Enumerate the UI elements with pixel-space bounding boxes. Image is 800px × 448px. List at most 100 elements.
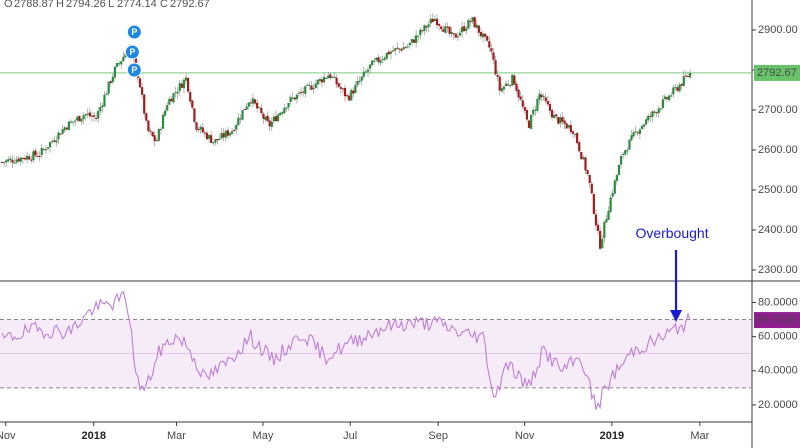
candle-body <box>118 63 121 65</box>
candle-body <box>34 150 37 156</box>
candle-body <box>517 89 520 98</box>
ohlc-low-label: L <box>108 0 114 10</box>
candle-body <box>567 125 570 128</box>
candle-body <box>458 32 462 36</box>
time-tick-label: Sep <box>428 430 448 442</box>
last-price-badge: 2792.67 <box>754 64 800 81</box>
candle-body <box>32 151 35 161</box>
candle-body <box>649 116 652 118</box>
candle-body <box>661 99 664 108</box>
candle-body <box>471 17 474 22</box>
candle-body <box>19 157 22 162</box>
candle-body <box>580 152 583 160</box>
candle-body <box>293 97 296 100</box>
candle-body <box>624 150 627 155</box>
candle-body <box>266 115 269 122</box>
candle-body <box>283 107 286 114</box>
p-marker: P <box>126 24 142 40</box>
time-tick-label: Nov <box>515 430 535 442</box>
candle-body <box>565 123 568 129</box>
candle-body <box>389 51 393 54</box>
candle-body <box>166 105 169 111</box>
candle-body <box>362 71 365 77</box>
candle-body <box>314 83 317 89</box>
candle-body <box>373 60 376 62</box>
candle-body <box>214 139 217 143</box>
candle-body <box>341 88 345 90</box>
candle-body <box>28 156 31 160</box>
time-axis[interactable]: Nov 2018 Mar May Jul Sep Nov 2019 Mar <box>0 421 752 442</box>
candle-body <box>164 110 167 116</box>
candle-body <box>444 26 447 33</box>
candle-body <box>412 39 416 43</box>
candle-body <box>345 95 349 97</box>
p-marker-label: P <box>131 65 137 75</box>
candle-body <box>592 194 595 214</box>
candle-body <box>235 124 238 130</box>
candle-body <box>233 129 236 131</box>
candle-body <box>279 112 282 116</box>
candle-body <box>161 114 165 129</box>
candle-body <box>325 77 328 79</box>
candle-body <box>406 46 409 48</box>
candle-body <box>638 129 641 134</box>
rsi-value-badge-bg <box>754 312 800 329</box>
candle-body <box>287 103 290 108</box>
candle-body <box>642 124 646 127</box>
candle-body <box>295 94 298 100</box>
candle-body <box>193 108 196 122</box>
candle-body <box>168 98 171 105</box>
candle-body <box>86 113 89 115</box>
candle-body <box>134 56 137 65</box>
candle-body <box>435 18 439 26</box>
candle-body <box>427 24 430 27</box>
candle-body <box>356 81 359 85</box>
candle-body <box>417 35 420 37</box>
p-marker-circle <box>126 24 142 40</box>
candle-body <box>475 24 478 28</box>
candle-body <box>668 95 671 101</box>
candle-body <box>507 84 510 86</box>
candle-body <box>647 115 650 121</box>
candle-body <box>249 102 252 104</box>
candle-body <box>377 57 380 62</box>
candle-body <box>46 147 50 149</box>
candle-body <box>571 131 575 134</box>
candle-body <box>339 87 342 89</box>
p-marker-label: P <box>131 27 137 37</box>
candle-body <box>51 140 54 142</box>
candle-body <box>291 97 294 99</box>
candle-body <box>440 26 443 30</box>
candle-body <box>61 129 64 134</box>
candle-body <box>504 83 508 87</box>
candle-body <box>241 110 244 120</box>
candle-body <box>573 134 577 136</box>
candle-body <box>274 116 278 122</box>
candle-body <box>594 214 598 226</box>
candle-body <box>253 99 257 104</box>
candle-body <box>97 111 100 119</box>
candle-body <box>438 24 441 26</box>
candle-body <box>157 129 160 141</box>
candle-body <box>138 78 142 88</box>
ohlc-high-value: 2794.26 <box>66 0 106 10</box>
candle-body <box>500 88 503 92</box>
ohlc-low-value: 2774.14 <box>117 0 157 10</box>
candle-body <box>30 159 33 161</box>
candle-body <box>640 125 644 129</box>
candle-body <box>17 158 20 162</box>
candle-body <box>201 127 204 133</box>
candle-body <box>153 135 156 142</box>
candle-body <box>239 118 242 120</box>
candle-body <box>394 48 397 51</box>
candle-body <box>230 131 234 134</box>
candle-body <box>605 219 608 223</box>
candle-body <box>220 132 223 139</box>
price-tick-label: 2500.00 <box>758 184 798 196</box>
rsi-pane[interactable]: 20.0000 40.0000 60.0000 80.0000 69.7030 <box>0 290 800 411</box>
candle-body <box>182 79 186 89</box>
ohlc-open-value: 2788.87 <box>14 0 54 10</box>
candle-body <box>228 132 232 136</box>
